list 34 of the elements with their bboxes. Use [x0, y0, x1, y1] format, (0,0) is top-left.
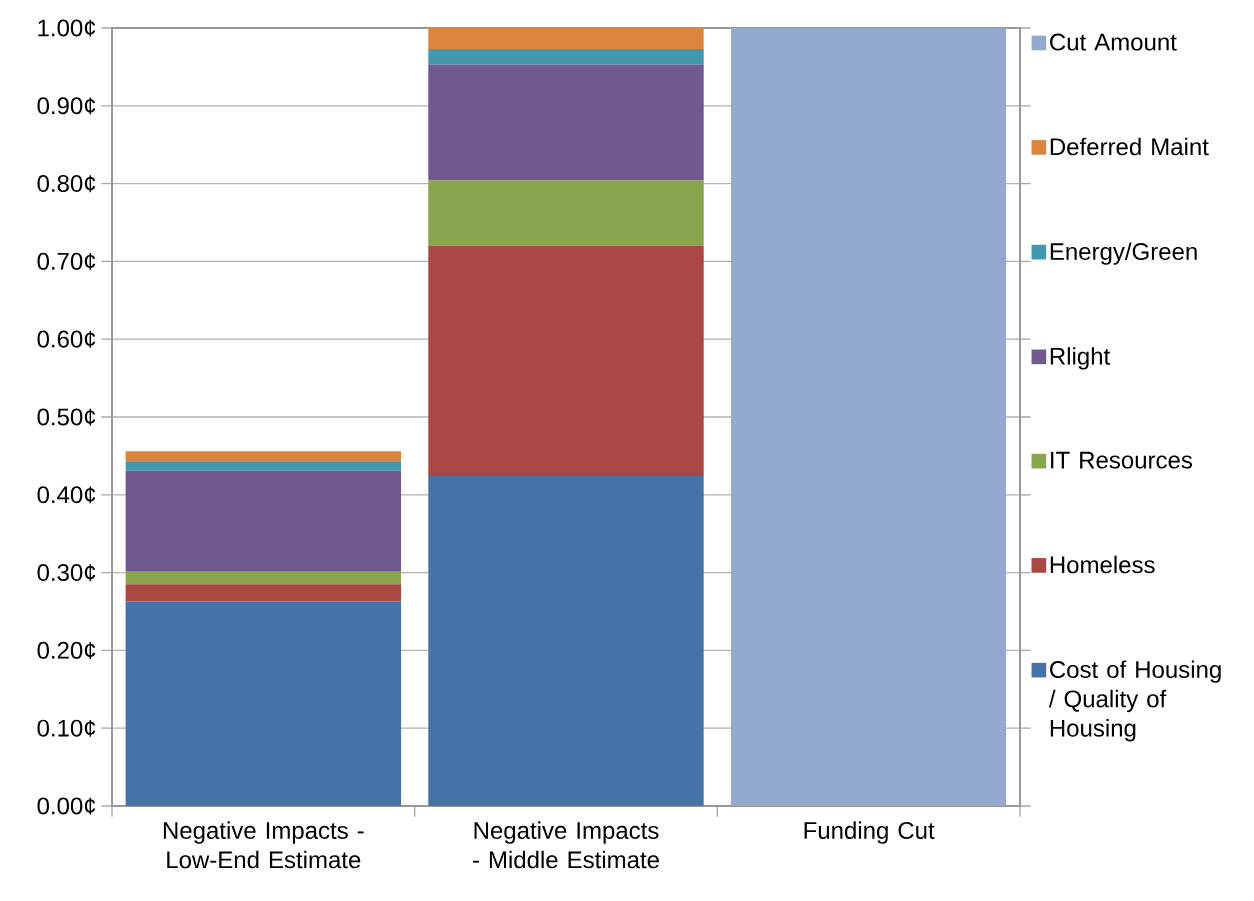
- x-tick-label: Negative Impacts - Middle Estimate: [473, 821, 659, 869]
- bar: [125, 462, 402, 471]
- y-tick-label: 1.00¢: [38, 19, 96, 37]
- bar: [428, 245, 704, 477]
- y-tick-label: 0.70¢: [37, 252, 96, 270]
- bar: [428, 180, 704, 246]
- y-tick-label: 0.10¢: [37, 719, 96, 737]
- legend-label: IT Resources: [1051, 451, 1193, 469]
- y-tick-label: 0.80¢: [37, 175, 96, 193]
- y-tick-label: 0.90¢: [37, 97, 96, 115]
- y-tick-label: 0.30¢: [37, 564, 96, 582]
- y-tick-label: 0.20¢: [37, 641, 96, 659]
- legend-label: Homeless: [1050, 555, 1155, 574]
- y-tick-label: 0.50¢: [37, 408, 96, 426]
- bar: [428, 476, 704, 806]
- bar: [125, 601, 402, 806]
- legend-label: Rlight: [1050, 347, 1111, 370]
- legend-label: Cut Amount: [1050, 33, 1177, 51]
- legend-label: Energy/Green: [1050, 242, 1197, 265]
- bar: [125, 584, 402, 602]
- bar: [125, 470, 402, 572]
- y-tick-label: 0.00¢: [37, 797, 96, 815]
- bar: [730, 28, 1007, 806]
- bar: [428, 49, 704, 65]
- bar: [125, 451, 402, 463]
- bar: [125, 571, 402, 585]
- y-tick-label: 0.60¢: [37, 330, 96, 348]
- bar: [428, 28, 704, 49]
- legend-label: Deferred Maint: [1050, 137, 1209, 156]
- y-tick-label: 0.40¢: [37, 486, 96, 504]
- x-tick-label: Funding Cut: [804, 821, 935, 844]
- bar: [428, 64, 704, 181]
- x-tick-label: Negative Impacts - Low-End Estimate: [163, 821, 364, 869]
- legend-label: Cost of Housing / Quality of Housing: [1048, 660, 1221, 742]
